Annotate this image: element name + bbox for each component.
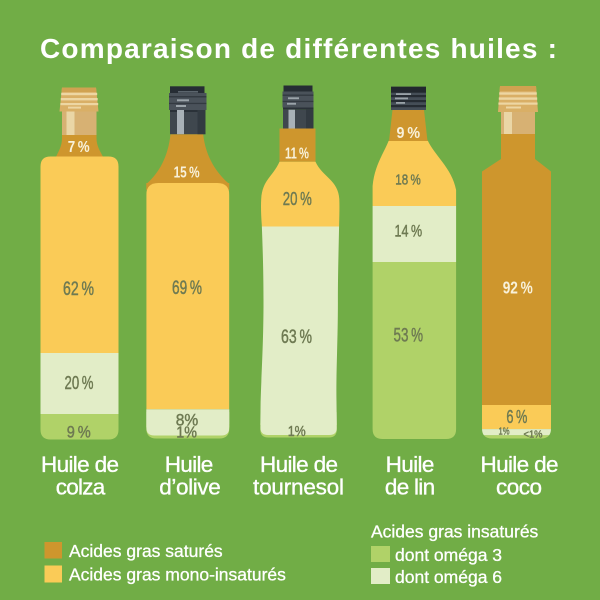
svg-text:6 %: 6 %: [506, 407, 527, 427]
svg-text:18 %: 18 %: [395, 172, 421, 189]
svg-text:20 %: 20 %: [65, 372, 94, 393]
svg-text:11 %: 11 %: [285, 146, 309, 163]
svg-text:Huile de: Huile de: [41, 452, 119, 477]
svg-text:de lin: de lin: [385, 475, 435, 500]
svg-text:53 %: 53 %: [394, 326, 424, 347]
svg-text:63 %: 63 %: [281, 327, 312, 348]
svg-text:d’olive: d’olive: [159, 475, 221, 500]
svg-text:1%: 1%: [288, 423, 306, 440]
svg-text:Huile de: Huile de: [260, 452, 338, 477]
svg-text:9 %: 9 %: [67, 424, 91, 442]
svg-text:<1%: <1%: [524, 428, 543, 440]
svg-text:Acides gras insaturés: Acides gras insaturés: [371, 522, 539, 542]
svg-text:dont oméga 6: dont oméga 6: [395, 567, 502, 587]
svg-text:Acides gras mono-insaturés: Acides gras mono-insaturés: [69, 565, 286, 585]
svg-text:8%: 8%: [176, 410, 199, 429]
svg-text:Comparaison de différentes hui: Comparaison de différentes huiles :: [40, 33, 558, 64]
svg-text:colza: colza: [56, 475, 106, 500]
svg-text:9 %: 9 %: [397, 125, 421, 142]
svg-text:Huile: Huile: [386, 452, 435, 477]
svg-text:92 %: 92 %: [503, 278, 533, 298]
svg-text:15 %: 15 %: [174, 165, 200, 182]
svg-text:20 %: 20 %: [283, 188, 312, 209]
svg-text:Huile: Huile: [165, 452, 214, 477]
svg-text:Huile de: Huile de: [481, 452, 559, 477]
svg-text:tournesol: tournesol: [253, 475, 344, 500]
svg-text:62 %: 62 %: [63, 279, 94, 300]
svg-text:Acides gras saturés: Acides gras saturés: [69, 541, 223, 561]
svg-text:dont oméga 3: dont oméga 3: [395, 545, 502, 565]
svg-text:1%: 1%: [176, 424, 197, 441]
svg-text:14 %: 14 %: [395, 223, 423, 241]
svg-text:1%: 1%: [499, 425, 510, 437]
svg-text:69 %: 69 %: [172, 278, 202, 299]
svg-text:coco: coco: [496, 475, 542, 500]
svg-text:7 %: 7 %: [68, 139, 90, 156]
